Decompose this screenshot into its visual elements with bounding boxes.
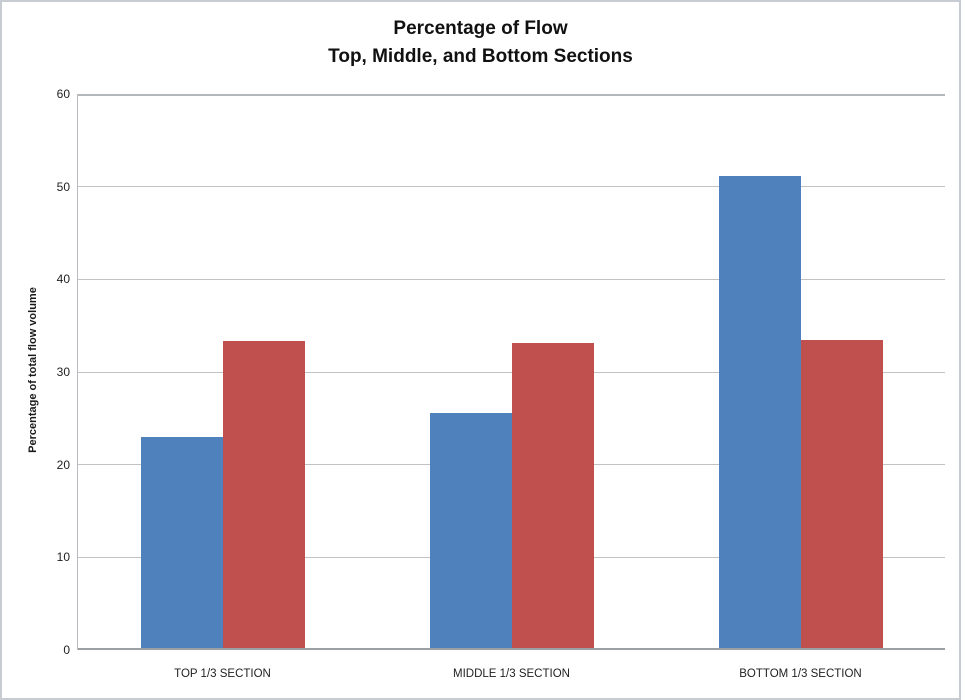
y-tick-label-40: 40 xyxy=(56,272,70,287)
y-tick-label-10: 10 xyxy=(56,550,70,565)
x-category-label-middle-1-3-section: MIDDLE 1/3 SECTION xyxy=(453,668,570,680)
chart-title-line1: Percentage of Flow xyxy=(393,18,568,39)
chart-title: Percentage of Flow Top, Middle, and Bott… xyxy=(2,15,959,71)
bar-series2-bottom-1-3-section xyxy=(800,339,883,650)
y-tick-label-30: 30 xyxy=(56,365,70,379)
bar-series1-top-1-3-section xyxy=(140,436,223,650)
gridline-y40 xyxy=(78,278,945,280)
bar-series2-middle-1-3-section xyxy=(511,343,594,650)
plot-area xyxy=(78,94,945,650)
chart-title-line2: Top, Middle, and Bottom Sections xyxy=(328,46,633,67)
bar-series1-bottom-1-3-section xyxy=(718,175,801,650)
y-tick-label-20: 20 xyxy=(56,457,70,472)
x-category-label-top-1-3-section: TOP 1/3 SECTION xyxy=(174,668,271,680)
bar-series1-middle-1-3-section xyxy=(429,412,512,650)
gridline-y50 xyxy=(78,186,945,188)
y-axis-line xyxy=(77,94,78,650)
y-tick-label-60: 60 xyxy=(56,87,70,101)
bar-series2-top-1-3-section xyxy=(222,340,305,650)
y-tick-label-0: 0 xyxy=(63,643,70,657)
y-tick-label-50: 50 xyxy=(56,179,70,194)
x-category-label-bottom-1-3-section: BOTTOM 1/3 SECTION xyxy=(739,668,862,680)
x-axis-line xyxy=(78,648,945,650)
gridline-y60 xyxy=(78,94,945,96)
